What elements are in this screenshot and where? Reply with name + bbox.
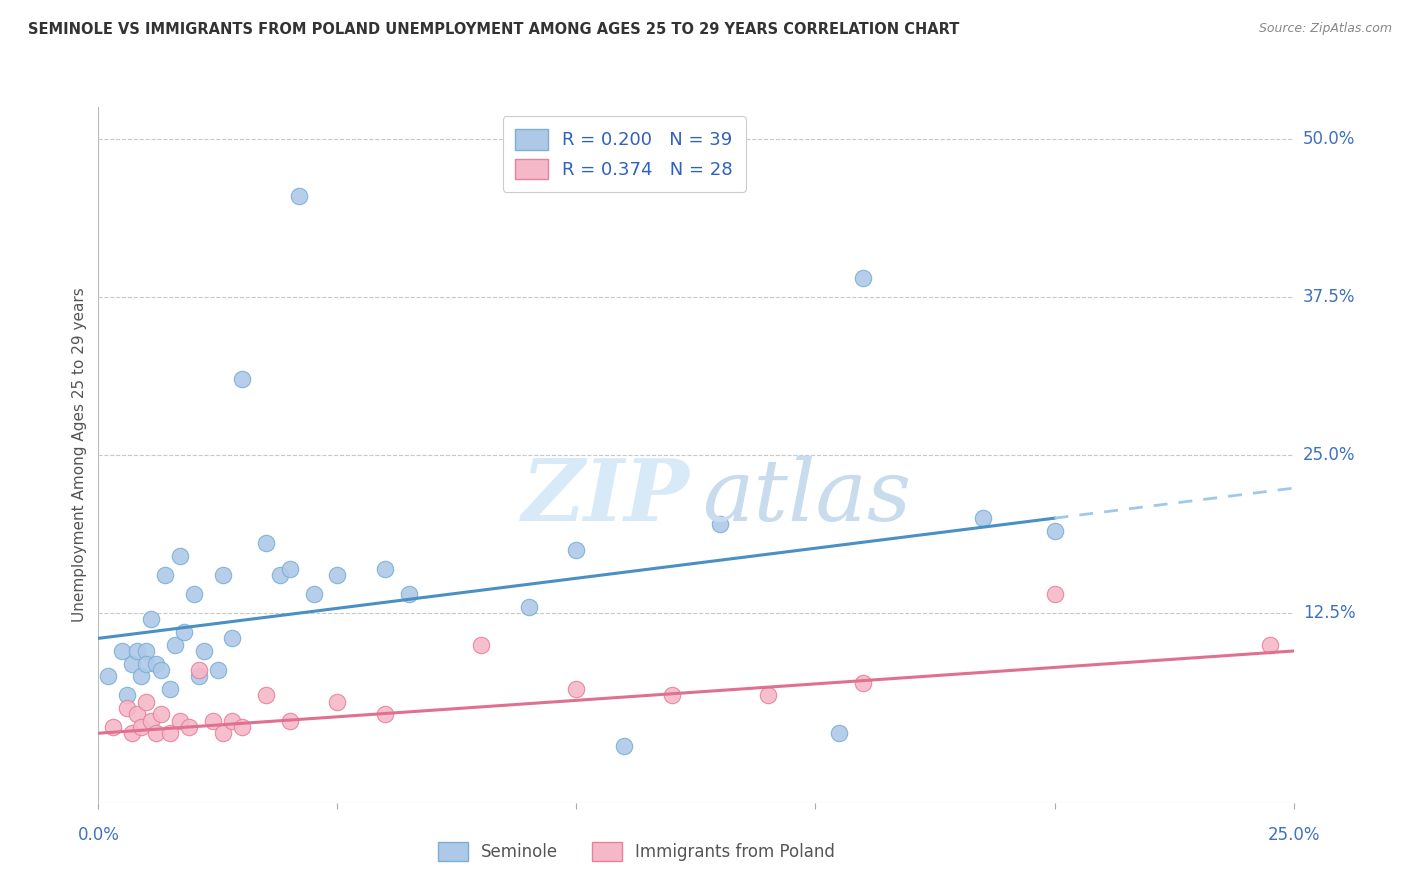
- Point: [125, 644, 148, 658]
- Point: [278, 714, 301, 728]
- Point: [565, 542, 588, 557]
- Point: [131, 669, 153, 683]
- Point: [202, 714, 225, 728]
- Text: 25.0%: 25.0%: [1303, 446, 1355, 464]
- Point: [193, 644, 215, 658]
- Point: [207, 663, 229, 677]
- Point: [115, 701, 138, 715]
- Point: [709, 517, 731, 532]
- Point: [169, 714, 191, 728]
- Point: [661, 688, 683, 702]
- Point: [231, 720, 253, 734]
- Point: [221, 632, 243, 646]
- Point: [163, 638, 186, 652]
- Point: [288, 188, 311, 202]
- Text: SEMINOLE VS IMMIGRANTS FROM POLAND UNEMPLOYMENT AMONG AGES 25 TO 29 YEARS CORREL: SEMINOLE VS IMMIGRANTS FROM POLAND UNEMP…: [28, 22, 959, 37]
- Point: [517, 599, 540, 614]
- Text: atlas: atlas: [702, 455, 911, 538]
- Point: [97, 669, 120, 683]
- Point: [139, 612, 162, 626]
- Point: [231, 372, 253, 386]
- Point: [187, 669, 209, 683]
- Point: [326, 568, 349, 582]
- Point: [111, 644, 134, 658]
- Point: [828, 726, 851, 740]
- Point: [254, 536, 277, 550]
- Point: [1043, 524, 1066, 538]
- Text: ZIP: ZIP: [522, 455, 690, 539]
- Point: [139, 714, 162, 728]
- Point: [326, 695, 349, 709]
- Point: [211, 726, 233, 740]
- Point: [374, 707, 396, 722]
- Point: [269, 568, 291, 582]
- Point: [1258, 638, 1281, 652]
- Point: [1043, 587, 1066, 601]
- Point: [398, 587, 420, 601]
- Point: [211, 568, 233, 582]
- Point: [972, 511, 994, 525]
- Point: [221, 714, 243, 728]
- Point: [121, 657, 143, 671]
- Point: [131, 720, 153, 734]
- Point: [613, 739, 636, 753]
- Point: [135, 695, 157, 709]
- Point: [187, 663, 209, 677]
- Y-axis label: Unemployment Among Ages 25 to 29 years: Unemployment Among Ages 25 to 29 years: [72, 287, 87, 623]
- Text: 25.0%: 25.0%: [1267, 826, 1320, 844]
- Point: [159, 726, 181, 740]
- Point: [101, 720, 124, 734]
- Legend: Seminole, Immigrants from Poland: Seminole, Immigrants from Poland: [432, 835, 841, 868]
- Point: [149, 707, 172, 722]
- Point: [115, 688, 138, 702]
- Point: [149, 663, 172, 677]
- Point: [183, 587, 205, 601]
- Text: Source: ZipAtlas.com: Source: ZipAtlas.com: [1258, 22, 1392, 36]
- Point: [135, 657, 157, 671]
- Point: [852, 270, 875, 285]
- Point: [145, 657, 167, 671]
- Point: [470, 638, 492, 652]
- Text: 12.5%: 12.5%: [1303, 604, 1355, 622]
- Point: [852, 675, 875, 690]
- Point: [374, 562, 396, 576]
- Point: [254, 688, 277, 702]
- Point: [756, 688, 779, 702]
- Text: 37.5%: 37.5%: [1303, 288, 1355, 306]
- Point: [173, 625, 195, 640]
- Point: [121, 726, 143, 740]
- Point: [145, 726, 167, 740]
- Point: [159, 681, 181, 696]
- Point: [155, 568, 177, 582]
- Text: 50.0%: 50.0%: [1303, 129, 1355, 148]
- Point: [565, 681, 588, 696]
- Point: [278, 562, 301, 576]
- Point: [169, 549, 191, 563]
- Point: [179, 720, 201, 734]
- Text: 0.0%: 0.0%: [77, 826, 120, 844]
- Point: [135, 644, 157, 658]
- Point: [302, 587, 325, 601]
- Point: [125, 707, 148, 722]
